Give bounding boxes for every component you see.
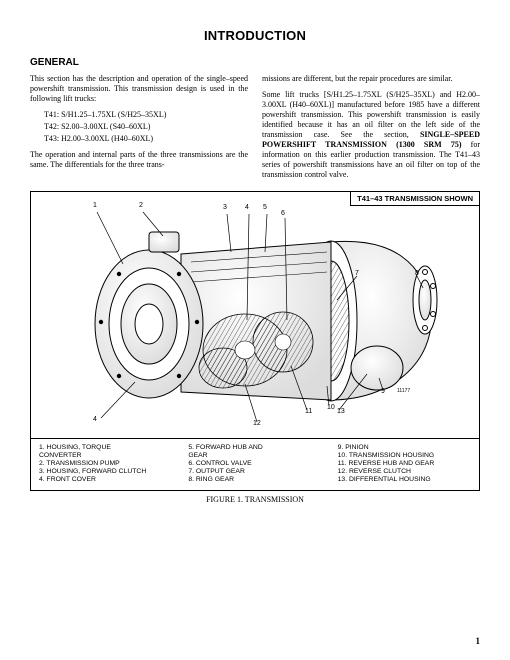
legend-item: CONVERTER (39, 452, 176, 459)
callout-4: 4 (245, 204, 249, 211)
list-item: T43: H2.00–3.00XL (H40–60XL) (44, 134, 248, 144)
legend-item: 12. REVERSE CLUTCH (338, 468, 475, 475)
callout-2: 2 (139, 202, 143, 209)
callout-5: 5 (263, 204, 267, 211)
legend-item: 3. HOUSING, FORWARD CLUTCH (39, 468, 176, 475)
figure-caption: FIGURE 1. TRANSMISSION (30, 495, 480, 504)
figure-legend: 1. HOUSING, TORQUE CONVERTER 2. TRANSMIS… (31, 438, 479, 490)
page-title: INTRODUCTION (30, 28, 480, 43)
legend-item: 2. TRANSMISSION PUMP (39, 460, 176, 467)
callout-6: 6 (281, 210, 285, 217)
callout-1: 1 (93, 202, 97, 209)
list-item: T42: S2.00–3.00XL (S40–60XL) (44, 122, 248, 132)
figure-1-box: T41–43 TRANSMISSION SHOWN (30, 191, 480, 491)
callout-4b: 4 (93, 416, 97, 423)
paragraph: This section has the description and ope… (30, 74, 248, 104)
document-page: INTRODUCTION GENERAL This section has th… (0, 0, 510, 514)
legend-item: 1. HOUSING, TORQUE (39, 444, 176, 451)
print-id: 11177 (397, 388, 410, 394)
transmission-svg: 11177 (31, 192, 479, 438)
callout-7: 7 (355, 270, 359, 277)
paragraph: Some lift trucks [S/H1.25–1.75XL (S/H25–… (262, 90, 480, 180)
body-columns: This section has the description and ope… (30, 74, 480, 181)
transmission-drawing: 11177 1 2 3 4 5 6 7 8 9 10 11 12 13 4 (31, 192, 479, 438)
legend-col-1: 1. HOUSING, TORQUE CONVERTER 2. TRANSMIS… (39, 443, 176, 484)
callout-12: 12 (253, 420, 261, 427)
legend-item: 9. PINION (338, 444, 475, 451)
paragraph: missions are different, but the repair p… (262, 74, 480, 84)
legend-item: 6. CONTROL VALVE (188, 460, 325, 467)
legend-item: 7. OUTPUT GEAR (188, 468, 325, 475)
legend-item: 5. FORWARD HUB AND (188, 444, 325, 451)
legend-item: GEAR (188, 452, 325, 459)
general-heading: GENERAL (30, 57, 480, 68)
legend-item: 8. RING GEAR (188, 476, 325, 483)
callout-3: 3 (223, 204, 227, 211)
list-item: T41: S/H1.25–1.75XL (S/H25–35XL) (44, 110, 248, 120)
callout-8: 8 (415, 270, 419, 277)
callout-13: 13 (337, 408, 345, 415)
legend-item: 11. REVERSE HUB AND GEAR (338, 460, 475, 467)
truck-list: T41: S/H1.25–1.75XL (S/H25–35XL) T42: S2… (44, 110, 248, 144)
callout-11: 11 (305, 408, 312, 415)
legend-item: 4. FRONT COVER (39, 476, 176, 483)
callout-9: 9 (381, 388, 385, 395)
legend-col-3: 9. PINION 10. TRANSMISSION HOUSING 11. R… (338, 443, 475, 484)
callout-10: 10 (327, 404, 335, 411)
paragraph: The operation and internal parts of the … (30, 150, 248, 170)
legend-item: 13. DIFFERENTIAL HOUSING (338, 476, 475, 483)
legend-item: 10. TRANSMISSION HOUSING (338, 452, 475, 459)
page-number: 1 (476, 636, 481, 646)
legend-col-2: 5. FORWARD HUB AND GEAR 6. CONTROL VALVE… (188, 443, 325, 484)
